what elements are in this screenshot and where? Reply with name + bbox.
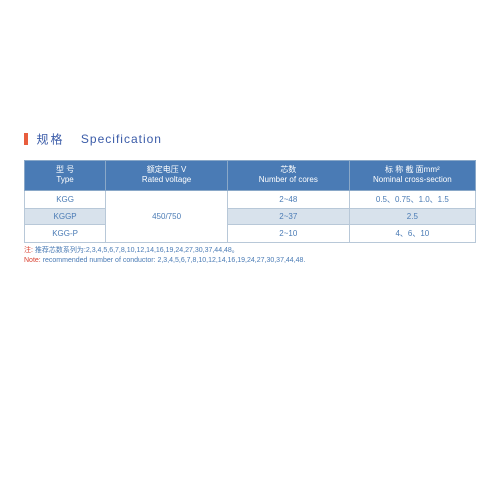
th-cross-en: Nominal cross-section [352, 175, 473, 185]
th-cross: 标 称 截 面mm² Nominal cross-section [349, 161, 475, 191]
cell-voltage: 450/750 [106, 190, 228, 242]
cell-cross: 2.5 [349, 208, 475, 224]
th-type: 型 号 Type [25, 161, 106, 191]
th-type-cn: 型 号 [27, 165, 103, 175]
heading-accent-bar [24, 133, 28, 145]
footnote: 注: 推荐芯数系列为:2,3,4,5,6,7,8,10,12,14,16,19,… [24, 246, 476, 266]
th-voltage-cn: 额定电压 V [108, 165, 225, 175]
table-row: KGGP 2~37 2.5 [25, 208, 476, 224]
th-type-en: Type [27, 175, 103, 185]
th-cores-en: Number of cores [230, 175, 347, 185]
table-row: KGG-P 2~10 4、6、10 [25, 224, 476, 242]
cell-cores: 2~48 [227, 190, 349, 208]
heading-en: Specification [81, 132, 162, 146]
footnote-label-en: Note: [24, 257, 41, 264]
spec-table: 型 号 Type 额定电压 V Rated voltage 芯数 Number … [24, 160, 476, 243]
table-row: KGG 450/750 2~48 0.5、0.75、1.0、1.5 [25, 190, 476, 208]
cell-cross: 4、6、10 [349, 224, 475, 242]
footnote-label-cn: 注: [24, 247, 33, 254]
cell-cores: 2~10 [227, 224, 349, 242]
cell-type: KGGP [25, 208, 106, 224]
cell-type: KGG [25, 190, 106, 208]
section-heading: 规格 Specification [24, 130, 476, 148]
th-cross-cn: 标 称 截 面mm² [352, 165, 473, 175]
cell-cross: 0.5、0.75、1.0、1.5 [349, 190, 475, 208]
table-header-row: 型 号 Type 额定电压 V Rated voltage 芯数 Number … [25, 161, 476, 191]
cell-cores: 2~37 [227, 208, 349, 224]
th-voltage: 额定电压 V Rated voltage [106, 161, 228, 191]
footnote-text-en: recommended number of conductor: 2,3,4,5… [43, 257, 306, 264]
footnote-cn-line: 注: 推荐芯数系列为:2,3,4,5,6,7,8,10,12,14,16,19,… [24, 246, 476, 256]
th-cores-cn: 芯数 [230, 165, 347, 175]
cell-type: KGG-P [25, 224, 106, 242]
specification-section: 规格 Specification 型 号 Type 额定电压 V Rated v… [24, 130, 476, 265]
th-voltage-en: Rated voltage [108, 175, 225, 185]
footnote-en-line: Note: recommended number of conductor: 2… [24, 256, 476, 266]
footnote-text-cn: 推荐芯数系列为:2,3,4,5,6,7,8,10,12,14,16,19,24,… [35, 247, 239, 254]
th-cores: 芯数 Number of cores [227, 161, 349, 191]
heading-cn: 规格 [36, 132, 64, 146]
